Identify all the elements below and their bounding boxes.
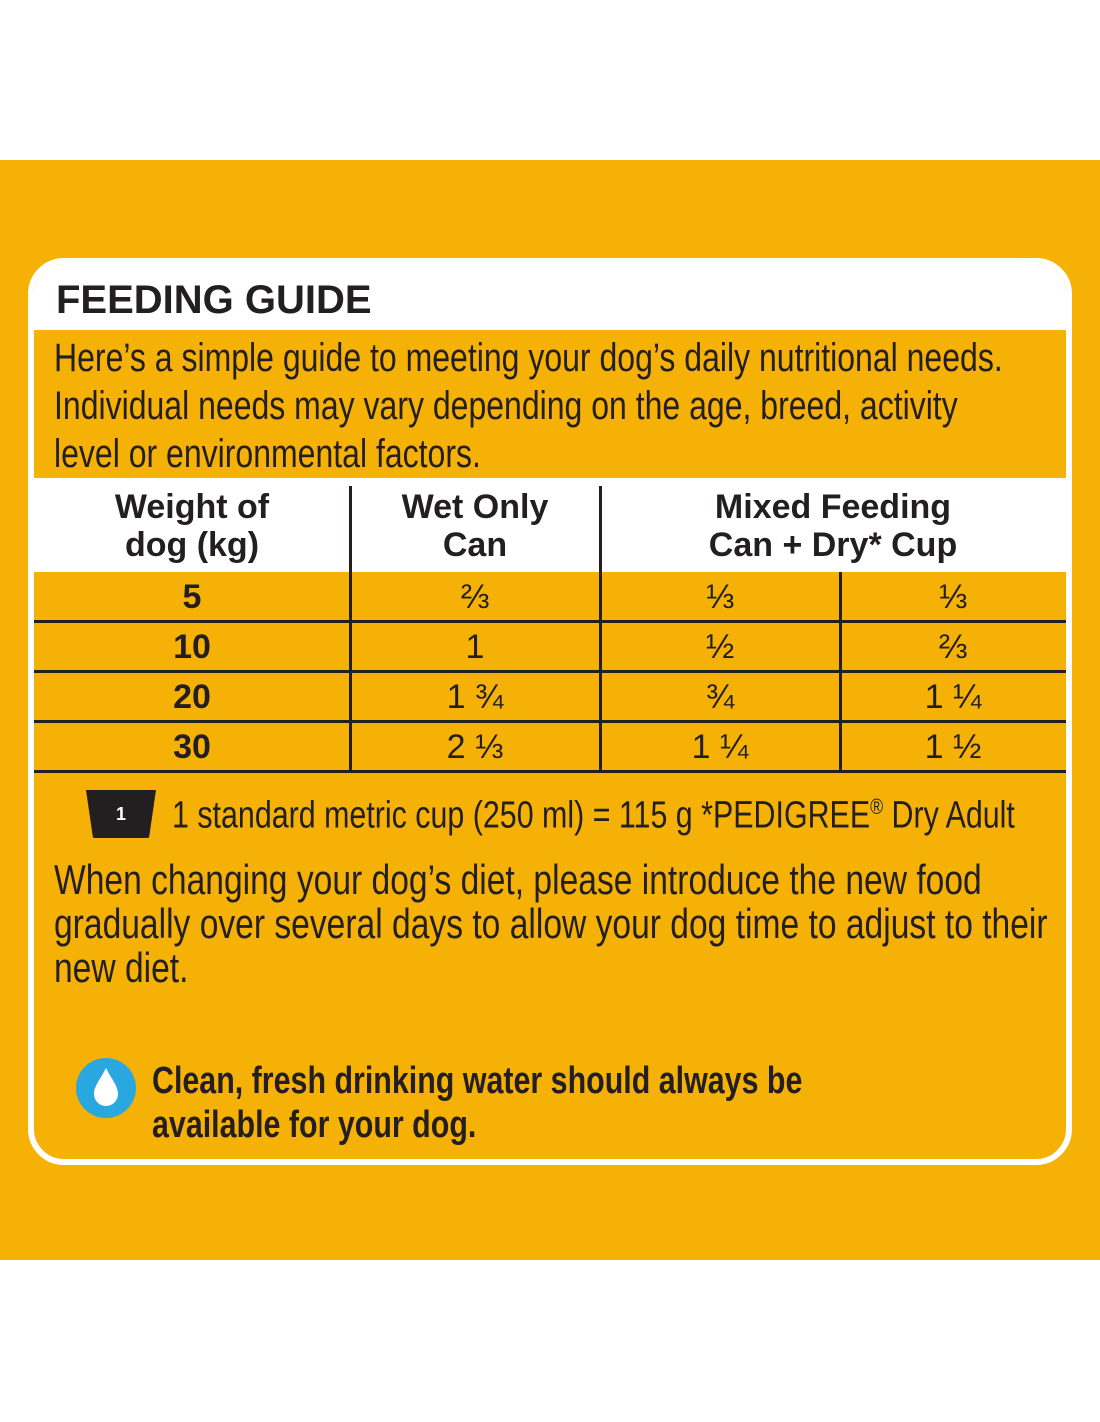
table-cell: 2 ⅓: [446, 728, 504, 766]
cup-note: 1 standard metric cup (250 ml) = 115 g *…: [172, 794, 1015, 838]
table-cell: 1: [465, 628, 485, 666]
column-header: Weight of dog (kg): [34, 488, 350, 564]
column-header-line: Wet Only: [401, 488, 549, 526]
registered-mark: ®: [870, 794, 884, 819]
table-cell: ⅔: [460, 578, 490, 616]
row-line: [34, 720, 1066, 723]
intro: Here’s a simple guide to meeting your do…: [54, 334, 1003, 478]
table-header: [34, 478, 1066, 572]
table-cell: 1 ¾: [446, 678, 504, 716]
table-cell: 1 ¼: [924, 678, 982, 716]
intro-line: Here’s a simple guide to meeting your do…: [54, 336, 1003, 380]
row-line: [34, 770, 1066, 773]
table-cell: ⅓: [938, 578, 968, 616]
water-icon: [76, 1058, 136, 1118]
column-header-line: Weight of: [114, 488, 270, 526]
water-line: available for your dog.: [152, 1104, 477, 1146]
table-cell: ⅔: [938, 628, 968, 666]
diet-line: gradually over several days to allow you…: [54, 900, 1048, 947]
yellow-band: [0, 160, 1100, 1260]
cup-note-text: Dry Adult: [883, 794, 1015, 837]
header-strip: [34, 264, 1066, 330]
intro-line: level or environmental factors.: [54, 432, 481, 476]
feeding-guide-panel: FEEDING GUIDE Here’s a simple guide to m…: [28, 258, 1072, 1165]
table-cell: ¾: [705, 678, 735, 716]
table-cell: ½: [705, 628, 735, 666]
diet-line: new diet.: [54, 944, 189, 991]
row-line: [34, 620, 1066, 623]
cup-note-text: 1 standard metric cup (250 ml) = 115 g *…: [172, 794, 871, 837]
table-cell: ⅓: [705, 578, 735, 616]
column-header: Wet Only Can: [350, 488, 600, 564]
column-header-line: dog (kg): [124, 526, 260, 564]
column-line: [349, 486, 352, 772]
diet-line: When changing your dog’s diet, please in…: [54, 856, 982, 903]
column-header-line: Can: [442, 526, 508, 564]
column-header: Mixed Feeding Can + Dry* Cup: [600, 488, 1066, 564]
title: FEEDING GUIDE: [56, 278, 372, 322]
table-cell: 5: [182, 578, 202, 616]
row-line: [34, 670, 1066, 673]
table-cell: 1 ½: [924, 728, 982, 766]
table-cell: 1 ¼: [691, 728, 749, 766]
table-cell: 20: [173, 678, 211, 716]
intro-line: Individual needs may vary depending on t…: [54, 384, 958, 428]
diet-note: When changing your dog’s diet, please in…: [54, 858, 1048, 990]
table-cell: 30: [173, 728, 211, 766]
column-header-line: Mixed Feeding: [714, 488, 952, 526]
table-cell: 10: [173, 628, 211, 666]
water-line: Clean, fresh drinking water should alway…: [152, 1060, 803, 1102]
cup-icon: 1: [86, 790, 156, 838]
column-header-line: Can + Dry* Cup: [708, 526, 958, 564]
water-note: Clean, fresh drinking water should alway…: [152, 1059, 802, 1147]
column-line: [599, 486, 602, 772]
column-line: [839, 572, 842, 772]
